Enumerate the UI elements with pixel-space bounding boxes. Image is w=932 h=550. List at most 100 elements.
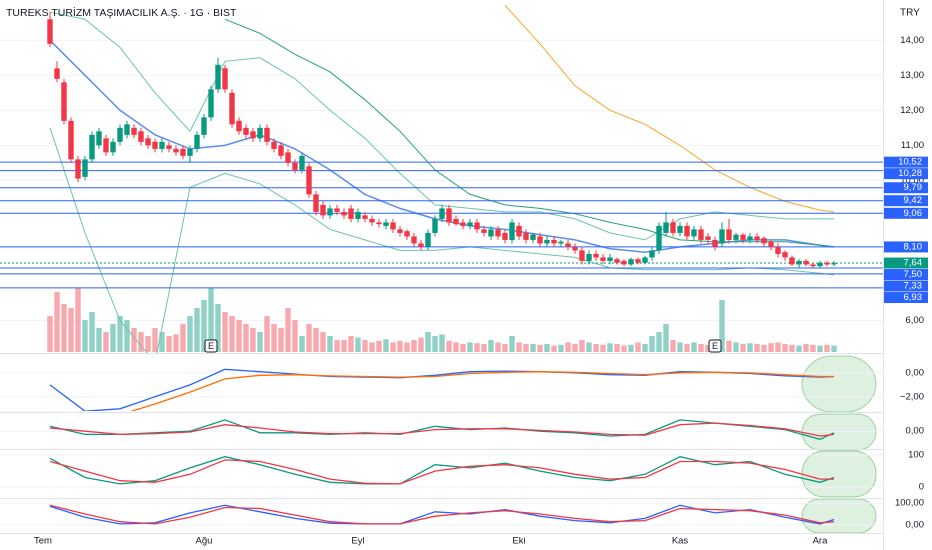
volume-bar bbox=[131, 328, 137, 352]
volume-bar bbox=[138, 332, 144, 352]
candle-body bbox=[411, 236, 417, 244]
separators bbox=[0, 0, 884, 550]
level-label: 7,50 bbox=[904, 269, 923, 280]
indicator-line bbox=[49, 456, 835, 485]
level-label: 9,79 bbox=[904, 182, 923, 193]
volume-bar bbox=[453, 342, 459, 352]
volume-bar bbox=[544, 344, 550, 352]
event-label: E bbox=[712, 341, 718, 351]
candle-body bbox=[439, 208, 445, 219]
volume-bar bbox=[201, 300, 207, 352]
volume-bar bbox=[740, 344, 746, 352]
candle-body bbox=[691, 229, 697, 237]
candle-body bbox=[761, 238, 767, 244]
x-tick-label: Tem bbox=[34, 536, 52, 547]
candle-body bbox=[831, 263, 837, 265]
candle-body bbox=[131, 127, 137, 135]
volume-bar bbox=[194, 308, 200, 352]
volume-bar bbox=[628, 344, 634, 352]
candle-body bbox=[670, 222, 676, 233]
volume-bar bbox=[208, 288, 214, 352]
volume-bar bbox=[768, 343, 774, 352]
volume-bar bbox=[614, 344, 620, 352]
candle-body bbox=[222, 68, 228, 90]
indicator-line bbox=[49, 504, 835, 525]
candle-body bbox=[418, 243, 424, 247]
volume-bar bbox=[75, 288, 81, 352]
level-label-box bbox=[884, 269, 928, 281]
volume-bar bbox=[586, 342, 592, 352]
candle-body bbox=[313, 194, 319, 212]
volume-bar bbox=[754, 344, 760, 352]
y-tick-label: 14,00 bbox=[900, 35, 924, 46]
volume-bar bbox=[236, 320, 242, 352]
candle-body bbox=[208, 89, 214, 118]
candle-body bbox=[775, 246, 781, 254]
volume-bar bbox=[796, 345, 802, 352]
candle-body bbox=[635, 259, 641, 263]
candle-body bbox=[810, 264, 816, 267]
candle-body bbox=[586, 253, 592, 261]
volume-bar bbox=[215, 304, 221, 352]
volume-bar bbox=[159, 332, 165, 352]
candle-body bbox=[726, 229, 732, 240]
volume-bar bbox=[621, 345, 627, 352]
volume-bar bbox=[320, 332, 326, 352]
volume-bar bbox=[152, 328, 158, 352]
candle-body bbox=[502, 232, 508, 240]
level-label-box bbox=[884, 168, 928, 180]
candle-body bbox=[663, 222, 669, 233]
candle-body bbox=[194, 134, 200, 149]
volume-bar bbox=[432, 336, 438, 352]
volume-bar bbox=[348, 336, 354, 352]
candle-body bbox=[537, 236, 543, 244]
volume-bar bbox=[439, 334, 445, 352]
level-label-box bbox=[884, 156, 928, 168]
candle-body bbox=[215, 64, 221, 90]
candle-body bbox=[607, 257, 613, 261]
volume-bar bbox=[789, 344, 795, 352]
volume-bar bbox=[677, 342, 683, 352]
candle-body bbox=[684, 225, 690, 237]
volume-bar bbox=[117, 316, 123, 352]
candle-body bbox=[803, 260, 809, 265]
candle-body bbox=[124, 124, 130, 135]
event-label: E bbox=[208, 341, 214, 351]
candle-body bbox=[236, 120, 242, 132]
candle-body bbox=[110, 141, 116, 153]
volume-bar bbox=[684, 344, 690, 352]
candle-body bbox=[397, 229, 403, 233]
volume-bar bbox=[369, 342, 375, 352]
candle-body bbox=[460, 222, 466, 226]
candle-body bbox=[425, 232, 431, 247]
level-label-box bbox=[884, 195, 928, 207]
candle-body bbox=[138, 131, 144, 142]
volume-bar bbox=[831, 345, 837, 352]
candle-body bbox=[117, 127, 123, 142]
candle-body bbox=[516, 225, 522, 237]
candle-body bbox=[474, 222, 480, 230]
candle-body bbox=[341, 211, 347, 216]
y-tick-label: 6,00 bbox=[906, 315, 925, 326]
candle-body bbox=[96, 131, 102, 146]
volume-bar bbox=[264, 316, 270, 352]
candle-body bbox=[733, 234, 739, 240]
volume-bar bbox=[250, 328, 256, 352]
y-tick-label: 100,00 bbox=[895, 498, 924, 509]
volume-bar bbox=[663, 324, 669, 352]
x-tick-label: Eki bbox=[512, 536, 525, 547]
level-label-box bbox=[884, 241, 928, 253]
volume-bar bbox=[733, 342, 739, 352]
level-label: 7,33 bbox=[904, 281, 923, 292]
level-label-box bbox=[884, 207, 928, 219]
volume-bar bbox=[61, 304, 67, 352]
volume-bar bbox=[187, 316, 193, 352]
stochastic-pane bbox=[0, 454, 883, 488]
volume-bar bbox=[467, 342, 473, 352]
candle-body bbox=[355, 211, 361, 219]
volume-bar bbox=[222, 312, 228, 352]
volume-bar bbox=[670, 340, 676, 352]
candle-body bbox=[306, 166, 312, 195]
zone bbox=[801, 355, 877, 413]
indicator-line bbox=[504, 4, 835, 213]
